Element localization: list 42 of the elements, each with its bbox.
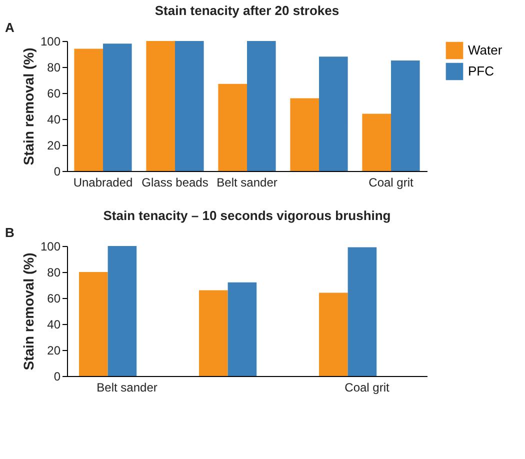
text: B xyxy=(5,225,14,240)
bar xyxy=(199,290,228,376)
y-tick-label: 60 xyxy=(47,86,61,100)
legend-label: Water xyxy=(468,42,503,58)
bar xyxy=(290,98,319,171)
bar xyxy=(218,84,247,171)
x-tick-label: Belt sander xyxy=(96,380,158,394)
y-tick-label: 80 xyxy=(47,266,61,280)
bar xyxy=(74,48,103,171)
x-tick-label: Belt sander xyxy=(216,176,278,190)
y-axis-title: Stain removal (%) xyxy=(20,252,36,370)
chart-title: Stain tenacity after 20 strokes xyxy=(154,3,340,18)
y-tick-label: 80 xyxy=(47,60,61,74)
bar xyxy=(108,246,137,376)
bar xyxy=(362,114,391,171)
x-tick-label: Coal grit xyxy=(344,380,390,394)
bar xyxy=(247,41,276,171)
legend-label: PFC xyxy=(468,64,494,78)
y-tick-label: 20 xyxy=(47,138,61,152)
bar xyxy=(146,41,175,171)
y-tick-label: 0 xyxy=(54,164,61,178)
y-tick-label: 20 xyxy=(47,344,61,358)
bar xyxy=(79,272,108,376)
bar xyxy=(228,282,257,376)
bar xyxy=(348,247,377,376)
x-tick-label: Glass beads xyxy=(142,176,208,190)
y-tick-label: 40 xyxy=(47,318,61,332)
y-tick-label: 0 xyxy=(54,370,61,384)
text: A xyxy=(5,20,15,35)
y-axis-title: Stain removal (%) xyxy=(20,48,36,166)
y-tick-label: 100 xyxy=(40,240,61,254)
bar xyxy=(319,292,348,376)
x-tick-label: Coal grit xyxy=(368,176,414,190)
y-tick-label: 60 xyxy=(47,292,61,306)
x-tick-label: Unabraded xyxy=(73,176,133,190)
bar xyxy=(103,44,132,171)
bar xyxy=(391,60,420,171)
bar xyxy=(319,56,348,171)
chart-title: Stain tenacity – 10 seconds vigorous brushing xyxy=(103,208,391,223)
y-tick-label: 100 xyxy=(40,34,61,48)
y-tick-label: 40 xyxy=(47,112,61,126)
bar xyxy=(175,41,204,171)
